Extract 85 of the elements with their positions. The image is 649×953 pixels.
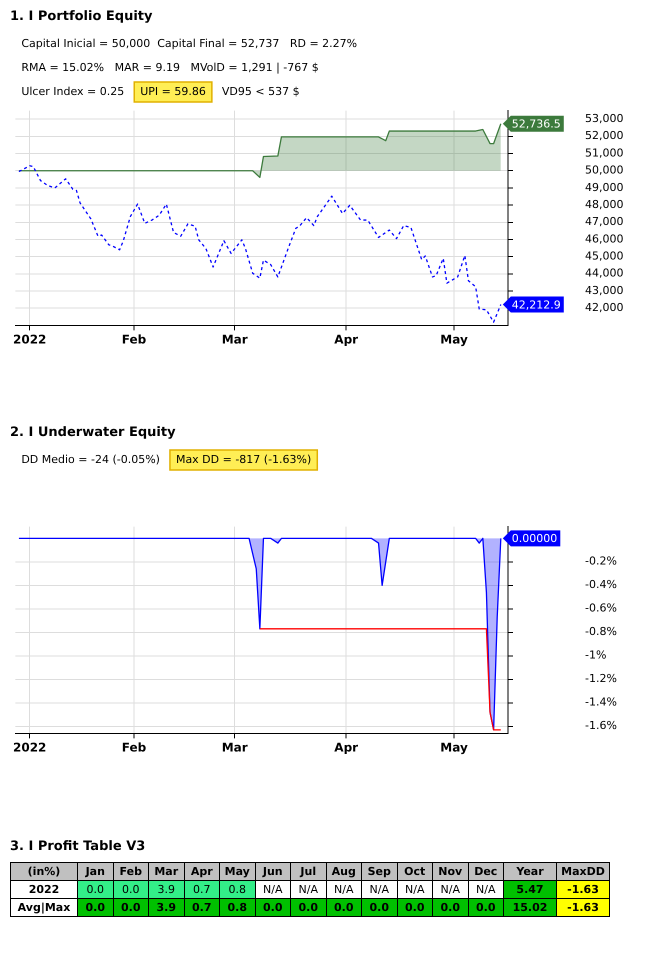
x-tick-label: May: [220, 862, 255, 880]
chart-title: 2. I Underwater Equity: [10, 424, 177, 442]
text: N/A: [334, 883, 354, 896]
data-label: 0.0: [113, 898, 148, 916]
data-label: 42,212.9: [512, 298, 561, 312]
y-tick-label: -1.2%: [585, 672, 617, 686]
x-tick-label: Mar: [222, 332, 248, 347]
data-label: 5.47: [504, 880, 556, 898]
data-label: -1.63: [556, 880, 610, 898]
data-label: 0.8: [220, 880, 255, 898]
x-tick-label: Nov: [432, 862, 468, 880]
y-axis-title: (in%): [10, 862, 78, 880]
y-tick-label: -0.4%: [585, 578, 617, 592]
data-label: 0.00000: [512, 532, 558, 546]
data-label: 0.0: [290, 898, 326, 916]
x-tick-label: May: [440, 332, 468, 347]
x-tick-label: Jan: [78, 862, 113, 880]
y-tick-label: 46,000: [585, 232, 624, 246]
data-label: 0.0: [326, 898, 362, 916]
text: N/A: [370, 883, 389, 896]
data-label: 0.0: [113, 880, 148, 898]
text: N/A: [405, 883, 424, 896]
y-tick-label: 50,000: [585, 164, 624, 177]
y-tick-label: 51,000: [585, 146, 624, 160]
y-tick-label: -0.6%: [585, 602, 617, 615]
text: VD95 < 537 $: [222, 84, 300, 98]
x-tick-label: Mar: [148, 862, 184, 880]
x-tick-label: Oct: [397, 862, 432, 880]
data-label: -1.63: [556, 898, 610, 916]
x-tick-label: MaxDD: [556, 862, 610, 880]
text: Capital Inicial = 50,000 Capital Final = 52,737 RD = 2.27%: [21, 36, 358, 50]
text: N/A: [298, 883, 318, 896]
y-tick-label: 47,000: [585, 215, 624, 228]
y-tick-label: 45,000: [585, 250, 624, 263]
data-label: 0.0: [468, 898, 504, 916]
x-tick-label: Mar: [222, 740, 248, 755]
text: N/A: [263, 883, 282, 896]
x-tick-label: Apr: [334, 332, 358, 347]
text: RMA = 15.02% MAR = 9.19 MVolD = 1,291 | -767 $: [21, 60, 319, 74]
y-tick-label: -1.4%: [585, 696, 617, 709]
x-tick-label: Feb: [113, 862, 148, 880]
data-label: 0.0: [78, 898, 113, 916]
x-tick-label: May: [440, 740, 468, 755]
y-tick-label: -0.8%: [585, 625, 617, 638]
data-label: 3.9: [148, 880, 184, 898]
data-label: 3.9: [148, 898, 184, 916]
y-tick-label: 53,000: [585, 112, 624, 126]
y-tick-label: 49,000: [585, 180, 624, 194]
x-tick-label: Feb: [122, 740, 147, 755]
y-tick-label: 48,000: [585, 198, 624, 211]
data-label: 0.0: [362, 898, 397, 916]
data-label: 0.8: [220, 898, 255, 916]
text: Ulcer Index = 0.25: [21, 84, 124, 98]
y-tick-label: 42,000: [585, 301, 624, 314]
y-tick-label: 52,000: [585, 129, 624, 142]
y-tick-label: 43,000: [585, 284, 624, 297]
y-tick-label: Avg|Max: [10, 898, 78, 916]
text: DD Medio = -24 (-0.05%): [21, 452, 160, 466]
x-tick-label: Aug: [326, 862, 362, 880]
x-tick-label: Jul: [290, 862, 326, 880]
data-label: 0.0: [255, 898, 290, 916]
x-tick-label: Year: [504, 862, 556, 880]
x-tick-label: Sep: [362, 862, 397, 880]
data-label: 0.0: [397, 898, 432, 916]
data-label: 0.0: [432, 898, 468, 916]
data-label: 0.7: [184, 898, 220, 916]
x-tick-label: Dec: [468, 862, 504, 880]
x-tick-label: Apr: [334, 740, 358, 755]
y-tick-label: -1.6%: [585, 719, 617, 732]
data-label: 52,736.5: [512, 118, 561, 131]
y-tick-label: -0.2%: [585, 554, 617, 568]
text: N/A: [476, 883, 496, 896]
y-tick-label: -1%: [585, 648, 606, 662]
text: N/A: [440, 883, 460, 896]
x-tick-label: Apr: [184, 862, 220, 880]
y-tick-label: 44,000: [585, 266, 624, 280]
text: UPI = 59.86: [140, 84, 206, 98]
x-tick-label: Jun: [255, 862, 290, 880]
data-label: 0.0: [78, 880, 113, 898]
x-tick-label: Feb: [122, 332, 147, 347]
chart-title: 1. I Portfolio Equity: [10, 8, 154, 26]
text: Max DD = -817 (-1.63%): [176, 452, 312, 466]
data-label: 0.7: [184, 880, 220, 898]
data-label: 15.02: [504, 898, 556, 916]
chart-title: 3. I Profit Table V3: [10, 838, 146, 856]
